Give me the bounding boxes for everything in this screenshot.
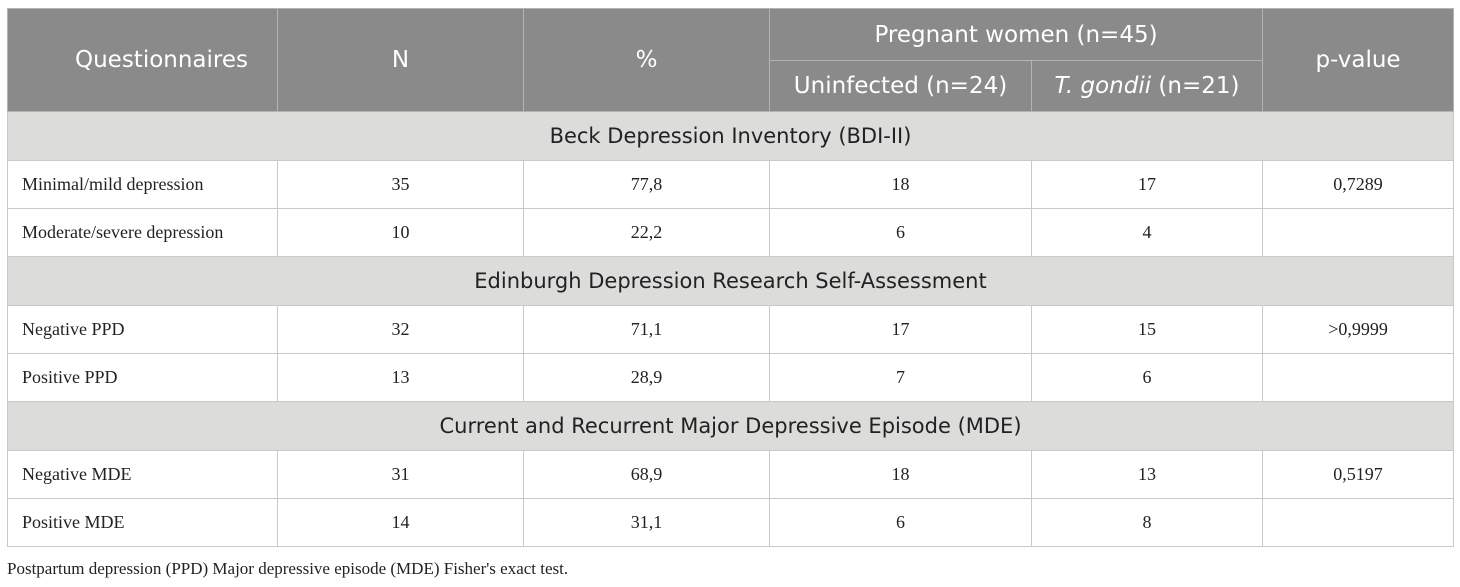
cell-n: 13 <box>277 353 524 402</box>
header-uninfected: Uninfected (n=24) <box>769 60 1032 112</box>
cell-p-value: >0,9999 <box>1262 305 1455 354</box>
cell-p-value: 0,5197 <box>1262 450 1455 499</box>
cell-n: 10 <box>277 208 524 257</box>
header-t-gondii-species: T. gondii <box>1054 73 1152 99</box>
row-label: Negative PPD <box>7 305 278 354</box>
table-footnote: Postpartum depression (PPD) Major depres… <box>7 559 569 578</box>
cell-uninfected: 7 <box>769 353 1032 402</box>
header-t-gondii-count: (n=21) <box>1151 73 1240 99</box>
cell-n: 35 <box>277 160 524 209</box>
cell-t-gondii: 17 <box>1030 160 1264 209</box>
cell-p-value <box>1262 353 1455 402</box>
cell-p-value: 0,7289 <box>1262 160 1455 209</box>
results-table: Questionnaires N % Pregnant women (n=45)… <box>6 8 1455 547</box>
cell-p-value <box>1262 208 1455 257</box>
row-label: Positive PPD <box>7 353 278 402</box>
table-row: Positive PPD 13 28,9 7 6 <box>7 353 1455 402</box>
cell-n: 14 <box>277 498 524 547</box>
cell-percent: 77,8 <box>523 160 770 209</box>
cell-t-gondii: 4 <box>1030 208 1264 257</box>
cell-uninfected: 18 <box>769 450 1032 499</box>
table-row: Negative PPD 32 71,1 17 15 >0,9999 <box>7 305 1455 354</box>
cell-percent: 28,9 <box>523 353 770 402</box>
header-p-value: p-value <box>1262 8 1455 112</box>
cell-uninfected: 17 <box>769 305 1032 354</box>
section-title-mde: Current and Recurrent Major Depressive E… <box>6 401 1455 451</box>
cell-percent: 71,1 <box>523 305 770 354</box>
cell-percent: 31,1 <box>523 498 770 547</box>
section-title-bdi: Beck Depression Inventory (BDI-II) <box>6 111 1455 161</box>
cell-n: 31 <box>277 450 524 499</box>
header-questionnaires: Questionnaires <box>7 8 278 112</box>
header-n: N <box>277 8 524 112</box>
row-label: Moderate/severe depression <box>7 208 278 257</box>
section-title-edinburgh: Edinburgh Depression Research Self-Asses… <box>6 256 1455 306</box>
cell-uninfected: 18 <box>769 160 1032 209</box>
cell-uninfected: 6 <box>769 498 1032 547</box>
table-row: Negative MDE 31 68,9 18 13 0,5197 <box>7 450 1455 499</box>
row-label: Positive MDE <box>7 498 278 547</box>
cell-t-gondii: 15 <box>1030 305 1264 354</box>
cell-uninfected: 6 <box>769 208 1032 257</box>
table-row: Positive MDE 14 31,1 6 8 <box>7 498 1455 547</box>
header-percent: % <box>523 8 770 112</box>
cell-percent: 22,2 <box>523 208 770 257</box>
cell-percent: 68,9 <box>523 450 770 499</box>
table-row: Moderate/severe depression 10 22,2 6 4 <box>7 208 1455 257</box>
cell-t-gondii: 13 <box>1030 450 1264 499</box>
header-pregnant-women: Pregnant women (n=45) <box>768 8 1264 61</box>
header-t-gondii: T. gondii (n=21) <box>1030 60 1264 112</box>
cell-t-gondii: 6 <box>1030 353 1264 402</box>
row-label: Negative MDE <box>7 450 278 499</box>
table-row: Minimal/mild depression 35 77,8 18 17 0,… <box>7 160 1455 209</box>
row-label: Minimal/mild depression <box>7 160 278 209</box>
cell-t-gondii: 8 <box>1030 498 1264 547</box>
cell-p-value <box>1262 498 1455 547</box>
cell-n: 32 <box>277 305 524 354</box>
